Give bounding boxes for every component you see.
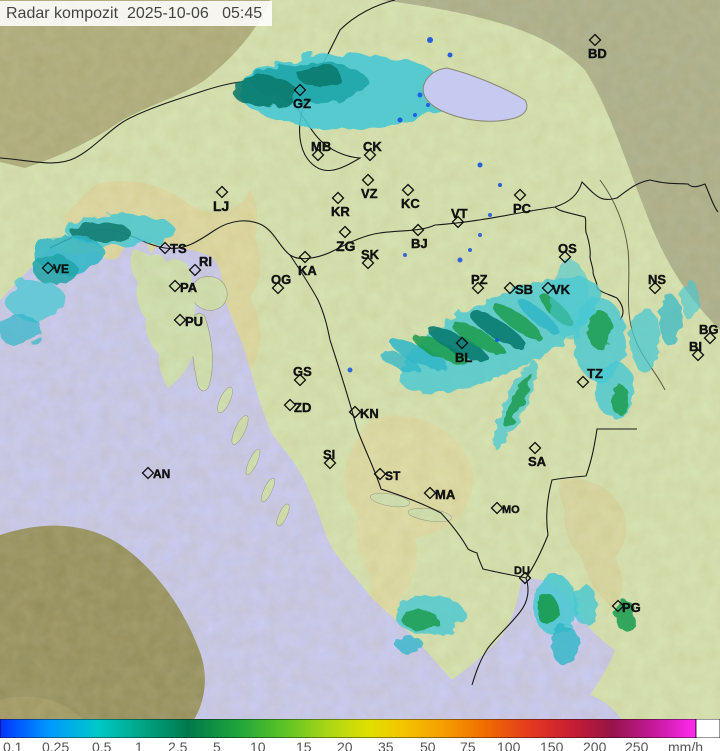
- svg-text:SB: SB: [515, 282, 533, 297]
- svg-text:PZ: PZ: [471, 272, 488, 287]
- svg-text:KR: KR: [331, 204, 350, 219]
- svg-text:SA: SA: [528, 454, 547, 469]
- svg-text:BL: BL: [455, 350, 472, 365]
- svg-text:OG: OG: [271, 272, 291, 287]
- svg-text:BD: BD: [588, 46, 607, 61]
- svg-text:OS: OS: [558, 241, 577, 256]
- svg-text:TS: TS: [170, 241, 187, 256]
- svg-text:SK: SK: [361, 247, 380, 262]
- svg-text:SI: SI: [323, 447, 335, 462]
- svg-text:PU: PU: [185, 314, 203, 329]
- svg-text:BI: BI: [689, 339, 702, 354]
- svg-text:ZD: ZD: [294, 400, 311, 415]
- svg-text:NS: NS: [648, 272, 666, 287]
- svg-text:KA: KA: [298, 263, 317, 278]
- svg-text:PG: PG: [622, 600, 641, 615]
- svg-text:GZ: GZ: [293, 96, 311, 111]
- svg-text:PC: PC: [513, 201, 532, 216]
- svg-text:VE: VE: [53, 262, 69, 276]
- svg-text:CK: CK: [363, 139, 382, 154]
- svg-text:GS: GS: [293, 364, 312, 379]
- svg-text:MO: MO: [502, 504, 520, 516]
- svg-text:MB: MB: [311, 139, 331, 154]
- svg-text:BG: BG: [699, 322, 719, 337]
- svg-text:BJ: BJ: [411, 236, 428, 251]
- svg-text:VK: VK: [552, 282, 571, 297]
- svg-text:LJ: LJ: [213, 198, 229, 214]
- svg-text:ZG: ZG: [336, 238, 356, 254]
- svg-text:VT: VT: [451, 206, 468, 221]
- svg-text:TZ: TZ: [587, 366, 603, 381]
- svg-text:AN: AN: [153, 467, 170, 481]
- svg-text:KC: KC: [401, 196, 420, 211]
- svg-text:DU: DU: [514, 565, 530, 577]
- svg-text:ST: ST: [385, 469, 401, 483]
- svg-text:RI: RI: [199, 254, 212, 269]
- svg-text:PA: PA: [180, 280, 198, 295]
- svg-text:VZ: VZ: [361, 186, 378, 201]
- svg-text:KN: KN: [360, 406, 379, 421]
- svg-text:MA: MA: [435, 487, 456, 502]
